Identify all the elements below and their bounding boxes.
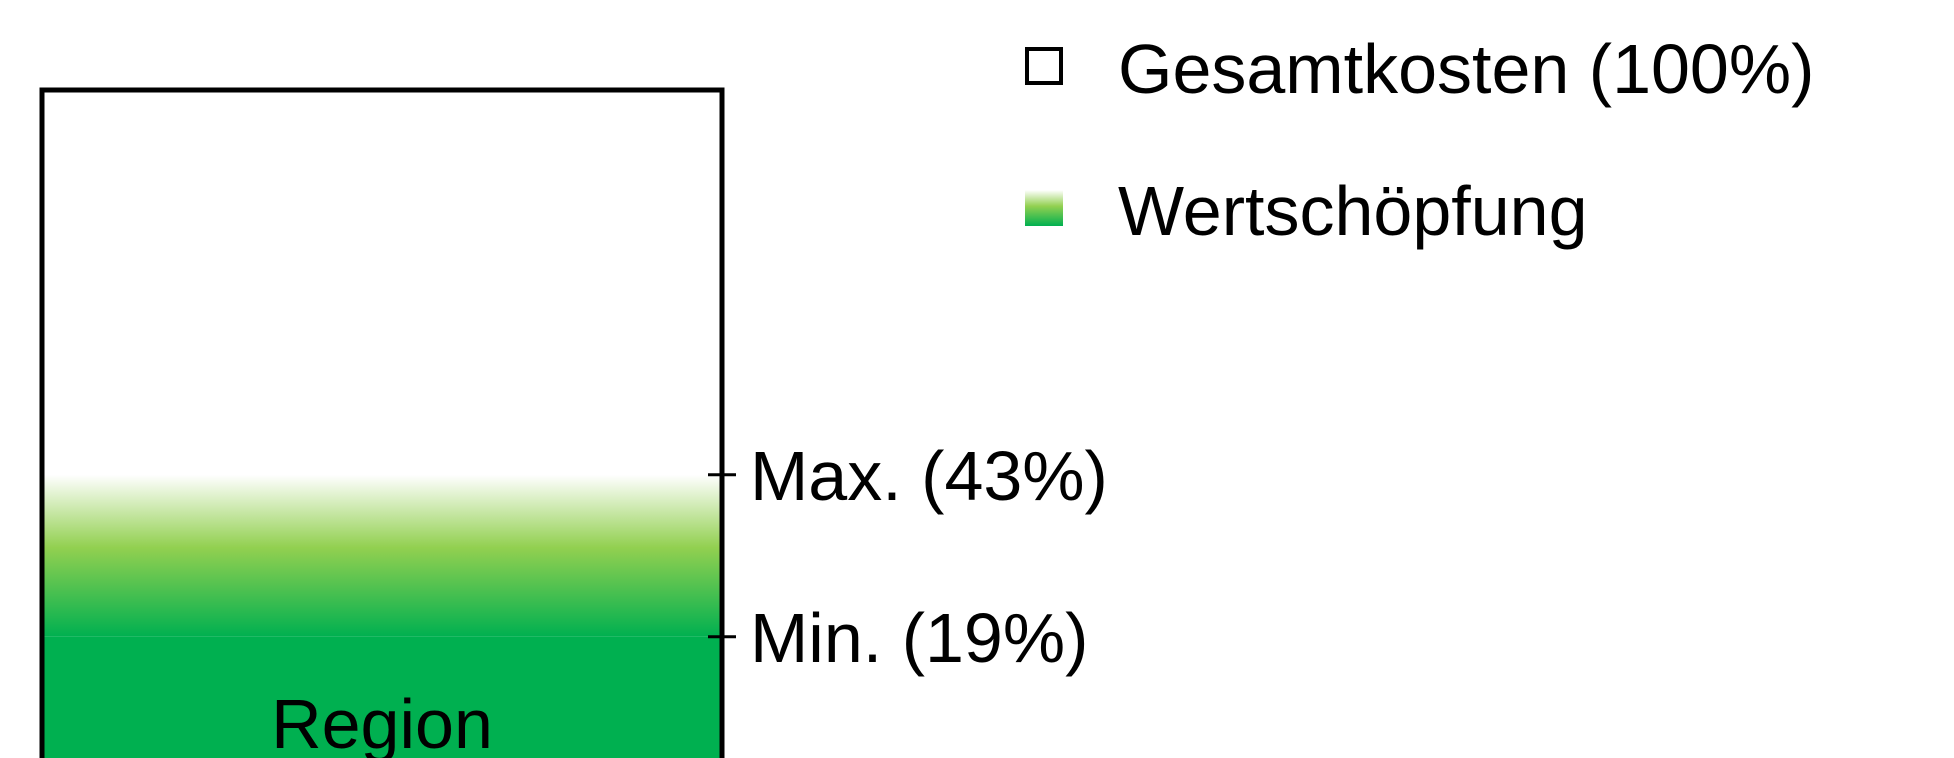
range-fade [42, 474, 722, 637]
legend-label: Wertschöpfung [1118, 172, 1588, 250]
range-solid [42, 636, 722, 758]
legend-label: Gesamtkosten (100%) [1118, 30, 1814, 108]
legend-swatch [1025, 190, 1063, 226]
total-outline [39, 87, 725, 758]
legend-swatch [1025, 47, 1063, 85]
category-label: Region [271, 685, 493, 758]
range-label: Max. (43%) [750, 437, 1108, 515]
range-label: Min. (19%) [750, 599, 1088, 677]
